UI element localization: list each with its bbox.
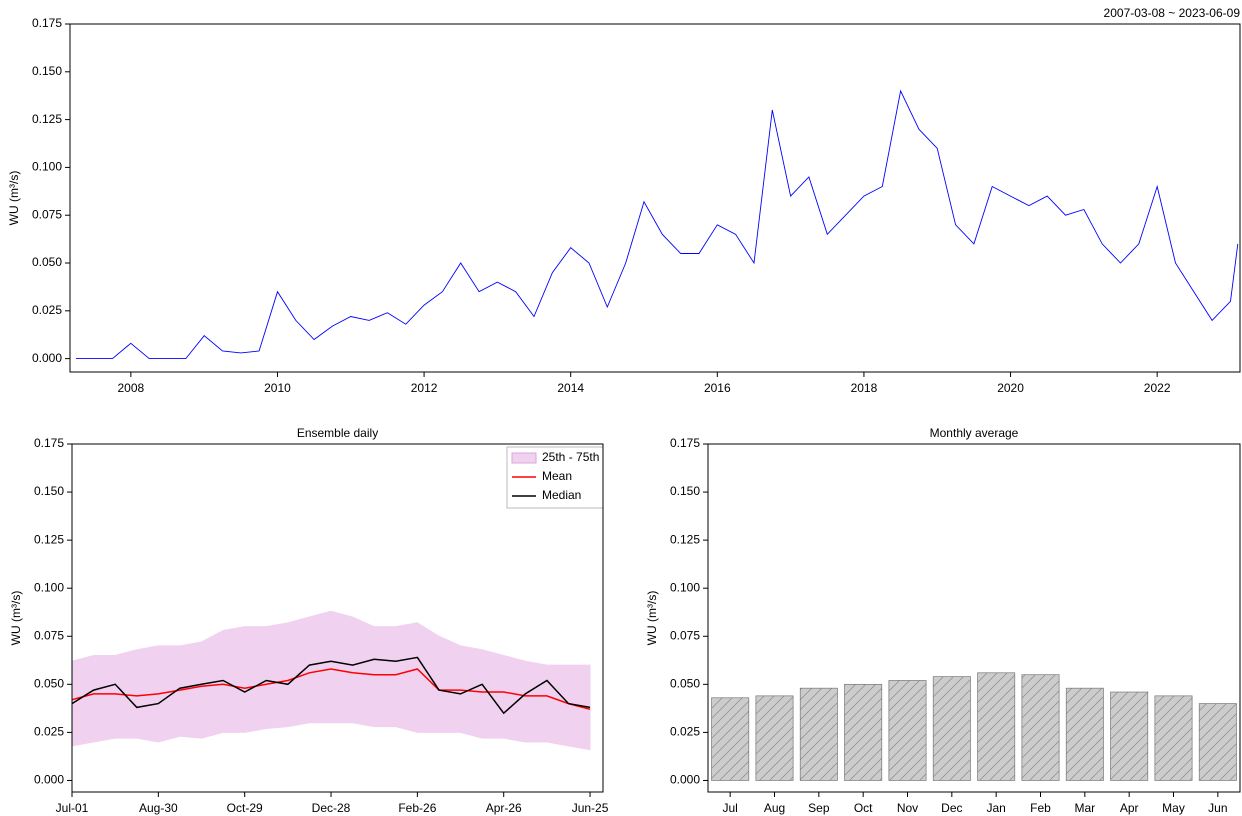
y-tick-label: 0.025: [32, 303, 62, 317]
plot-frame: [69, 23, 1241, 373]
x-tick-label: May: [1162, 801, 1185, 815]
y-tick-label: 0.075: [32, 207, 62, 221]
legend-label: 25th - 75th: [542, 450, 599, 464]
x-tick-label: 2010: [264, 381, 291, 395]
bar: [711, 697, 750, 781]
y-tick-label: 0.075: [34, 628, 64, 642]
x-tick-label: Apr: [1120, 801, 1139, 815]
series-line: [71, 668, 591, 711]
x-tick-label: Dec: [941, 801, 962, 815]
plot-frame: [71, 443, 604, 793]
x-tick-label: Dec-28: [312, 801, 351, 815]
x-tick-label: Jul-01: [56, 801, 89, 815]
y-tick-label: 0.100: [34, 580, 64, 594]
y-axis-label: WU (m³/s): [9, 591, 23, 646]
x-tick-label: Aug: [764, 801, 785, 815]
y-tick-label: 0.175: [34, 436, 64, 450]
bar: [1198, 703, 1237, 781]
y-axis-label: WU (m³/s): [7, 171, 21, 226]
x-tick-label: 2020: [997, 381, 1024, 395]
series-line: [71, 656, 591, 715]
y-tick-label: 0.025: [34, 725, 64, 739]
legend-label: Median: [542, 488, 581, 502]
x-tick-label: Oct: [854, 801, 873, 815]
bar: [888, 680, 927, 781]
y-tick-label: 0.000: [670, 773, 700, 787]
y-axis-label: WU (m³/s): [645, 591, 659, 646]
x-tick-label: 2014: [557, 381, 584, 395]
subplot-title: Ensemble daily: [297, 426, 378, 440]
y-tick-label: 0.000: [34, 773, 64, 787]
legend-swatch: [511, 452, 537, 464]
y-tick-label: 0.075: [670, 628, 700, 642]
bar: [977, 672, 1016, 781]
x-tick-label: Feb: [1030, 801, 1051, 815]
iqr-band: [71, 610, 591, 751]
y-tick-label: 0.000: [32, 351, 62, 365]
x-tick-label: 2008: [117, 381, 144, 395]
y-tick-label: 0.100: [32, 160, 62, 174]
x-tick-label: Feb-26: [398, 801, 436, 815]
x-tick-label: Jun-25: [572, 801, 609, 815]
date-range: 2007-03-08 ~ 2023-06-09: [1104, 6, 1241, 20]
x-tick-label: Mar: [1074, 801, 1095, 815]
x-tick-label: Sep: [808, 801, 830, 815]
y-tick-label: 0.150: [670, 484, 700, 498]
bar: [799, 687, 838, 781]
x-tick-label: Nov: [897, 801, 918, 815]
y-tick-label: 0.050: [32, 255, 62, 269]
series-line: [75, 89, 1239, 360]
y-tick-label: 0.025: [670, 725, 700, 739]
y-tick-label: 0.150: [34, 484, 64, 498]
subplot-title: Monthly average: [930, 426, 1019, 440]
x-tick-label: 2012: [411, 381, 438, 395]
y-tick-label: 0.175: [670, 436, 700, 450]
y-tick-label: 0.175: [32, 16, 62, 30]
bar: [932, 676, 971, 781]
y-tick-label: 0.050: [670, 677, 700, 691]
bar: [1110, 691, 1149, 781]
y-tick-label: 0.050: [34, 677, 64, 691]
plot-frame: [707, 443, 1241, 793]
x-tick-label: Oct-29: [227, 801, 263, 815]
y-tick-label: 0.125: [670, 532, 700, 546]
y-tick-label: 0.100: [670, 580, 700, 594]
bar: [755, 695, 794, 781]
x-tick-label: Jun: [1208, 801, 1227, 815]
x-tick-label: Jul: [722, 801, 737, 815]
bar: [844, 683, 883, 781]
x-tick-label: 2016: [704, 381, 731, 395]
x-tick-label: 2022: [1144, 381, 1171, 395]
x-tick-label: Jan: [986, 801, 1005, 815]
y-tick-label: 0.125: [34, 532, 64, 546]
bar: [1154, 695, 1193, 781]
legend-label: Mean: [542, 469, 572, 483]
x-tick-label: Apr-26: [486, 801, 522, 815]
x-tick-label: 2018: [851, 381, 878, 395]
bar: [1021, 674, 1060, 781]
x-tick-label: Aug-30: [139, 801, 178, 815]
y-tick-label: 0.125: [32, 112, 62, 126]
bar: [1065, 687, 1104, 781]
y-tick-label: 0.150: [32, 64, 62, 78]
